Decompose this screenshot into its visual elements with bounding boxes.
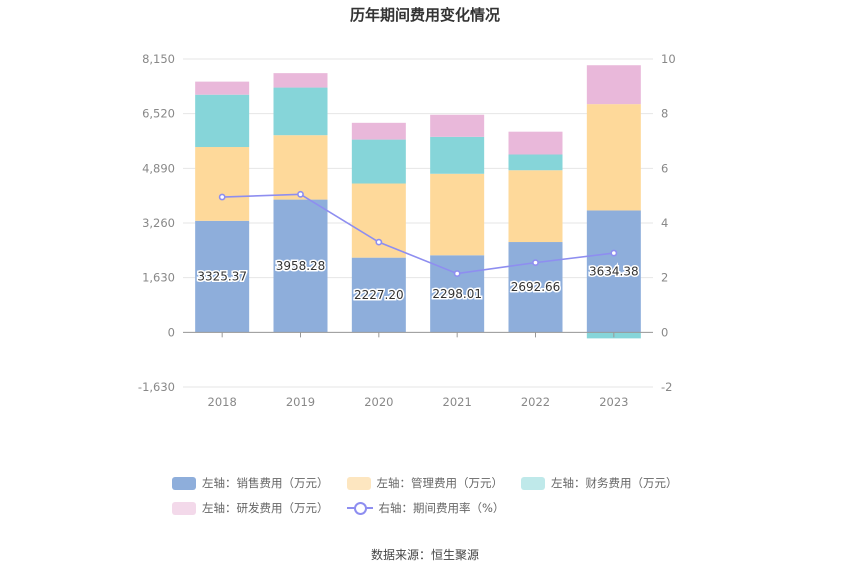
bar-sales bbox=[430, 255, 485, 333]
bar-rnd bbox=[430, 114, 485, 137]
bar-admin bbox=[273, 135, 328, 200]
x-tick-label: 2023 bbox=[599, 395, 628, 409]
legend-item-sales[interactable]: 左轴：销售费用（万元） bbox=[172, 475, 329, 491]
bar-admin bbox=[351, 183, 406, 258]
bar-sales bbox=[586, 210, 641, 333]
y-left-tick-label: 8,150 bbox=[142, 52, 175, 66]
stacked-bar-line-chart: 8,150 6,520 4,890 3,260 1,630 0 -1,630 10 8 6 4 2 0 -… bbox=[138, 52, 676, 409]
rate-point bbox=[610, 249, 618, 257]
legend-swatch-sales bbox=[172, 476, 196, 490]
bar-sales bbox=[351, 257, 406, 333]
rate-point bbox=[297, 190, 304, 198]
legend-label-rate: 右轴：期间费用率（%） bbox=[378, 501, 505, 515]
bar-admin bbox=[586, 104, 641, 211]
rate-point bbox=[218, 193, 226, 201]
bar-rnd bbox=[195, 81, 250, 95]
legend-label-rnd: 左轴：研发费用（万元） bbox=[202, 501, 329, 515]
bar-sales bbox=[508, 242, 563, 333]
rate-point bbox=[453, 270, 461, 277]
bar-finance bbox=[351, 139, 406, 184]
bar-finance bbox=[273, 87, 328, 136]
data-source: 数据来源：恒生聚源 bbox=[370, 548, 479, 562]
y-left-tick-label: 4,890 bbox=[142, 161, 175, 175]
legend: 左轴：销售费用（万元） 左轴：管理费用（万元） 左轴：财务费用（万元） 左轴：研… bbox=[172, 472, 692, 522]
x-tick-label: 2019 bbox=[286, 395, 315, 409]
y-left-tick-label: 0 bbox=[168, 325, 175, 339]
legend-swatch-finance bbox=[521, 476, 545, 490]
y-right-tick-label: 0 bbox=[661, 325, 668, 339]
bar-admin bbox=[195, 147, 250, 221]
legend-item-admin[interactable]: 左轴：管理费用（万元） bbox=[346, 475, 504, 491]
legend-swatch-admin bbox=[346, 476, 371, 490]
x-tick-label: 2018 bbox=[208, 395, 237, 409]
bar-sales bbox=[195, 220, 250, 333]
y-right-tick-label: 6 bbox=[661, 161, 668, 175]
y-right-tick-label: 2 bbox=[661, 271, 668, 285]
y-right-tick-label: 10 bbox=[661, 52, 676, 66]
data-label-sales: 2692.66 bbox=[511, 280, 561, 294]
bar-finance bbox=[430, 136, 485, 174]
x-tick-label: 2021 bbox=[443, 395, 472, 409]
y-left-tick-label: 6,520 bbox=[142, 107, 175, 121]
bar-rnd bbox=[273, 73, 328, 88]
data-label-sales: 3325.37 bbox=[197, 270, 247, 284]
data-label-sales: 2298.01 bbox=[432, 287, 482, 301]
y-left-tick-label: -1,630 bbox=[138, 380, 175, 394]
data-label-sales: 3634.38 bbox=[589, 264, 639, 278]
chart-title: 历年期间费用变化情况 bbox=[349, 6, 500, 24]
bar-rnd bbox=[586, 65, 641, 105]
legend-line-marker-icon bbox=[346, 501, 373, 515]
y-right-tick-label: 4 bbox=[661, 216, 668, 230]
y-left-tick-label: 3,260 bbox=[142, 216, 175, 230]
x-tick-label: 2022 bbox=[521, 395, 550, 409]
rate-point bbox=[375, 238, 383, 246]
bar-admin bbox=[430, 173, 485, 256]
legend-label-sales: 左轴：销售费用（万元） bbox=[202, 476, 329, 490]
legend-item-rnd[interactable]: 左轴：研发费用（万元） bbox=[172, 500, 329, 516]
bar-rnd bbox=[508, 131, 563, 155]
legend-item-finance[interactable]: 左轴：财务费用（万元） bbox=[521, 475, 678, 491]
x-tick-label: 2020 bbox=[364, 395, 393, 409]
bar-finance bbox=[195, 94, 250, 148]
legend-label-finance: 左轴：财务费用（万元） bbox=[551, 476, 678, 490]
data-label-sales: 3958.28 bbox=[276, 259, 326, 273]
bar-admin bbox=[508, 170, 563, 243]
rate-point bbox=[532, 259, 539, 267]
data-label-sales: 2227.20 bbox=[354, 288, 404, 302]
y-left-tick-label: 1,630 bbox=[142, 271, 175, 285]
bar-rnd bbox=[351, 122, 406, 140]
y-right-tick-label: 8 bbox=[661, 107, 668, 121]
legend-label-admin: 左轴：管理费用（万元） bbox=[376, 476, 504, 490]
y-right-tick-label: -2 bbox=[661, 380, 672, 394]
legend-swatch-rnd bbox=[172, 501, 196, 515]
bar-sales bbox=[273, 199, 328, 333]
bar-finance bbox=[508, 154, 563, 171]
rate-line bbox=[222, 193, 614, 275]
legend-item-rate[interactable]: 右轴：期间费用率（%） bbox=[346, 500, 505, 516]
